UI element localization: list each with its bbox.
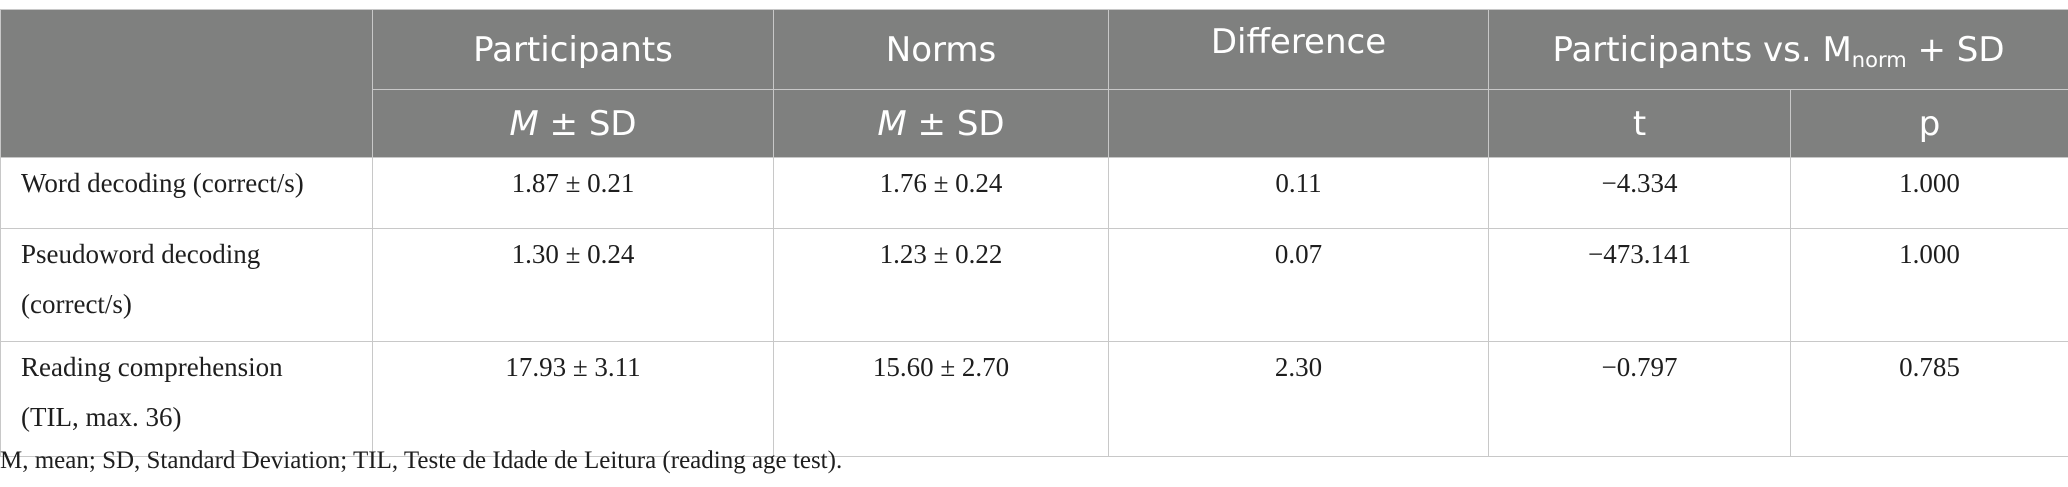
header-comparison: Participants vs. Mnorm + SD <box>1487 9 2068 90</box>
norms-cell: 1.23 ± 0.22 <box>773 228 1109 342</box>
table-row: Word decoding (correct/s) 1.87 ± 0.21 1.… <box>0 157 2068 229</box>
stat-sd-label: SD <box>588 103 637 144</box>
row-label: Word decoding (correct/s) <box>0 157 373 229</box>
stat-sd-label: SD <box>956 103 1005 144</box>
row-label-line1: Pseudoword decoding <box>21 239 261 269</box>
difference-cell: 0.07 <box>1108 228 1489 342</box>
header-row-1: Participants Norms Difference Participan… <box>0 9 2068 158</box>
table-row: Pseudoword decoding (correct/s) 1.30 ± 0.… <box>0 228 2068 342</box>
participants-cell: 1.30 ± 0.24 <box>372 228 774 342</box>
norms-cell: 1.76 ± 0.24 <box>773 157 1109 229</box>
header-norms: Norms <box>773 9 1109 90</box>
stat-pm-sign: ± <box>538 103 589 144</box>
norms-cell: 15.60 ± 2.70 <box>773 341 1109 457</box>
row-label: Reading comprehension (TIL, max. 36) <box>0 341 373 457</box>
stat-m-label: M <box>877 103 907 144</box>
t-cell: −4.334 <box>1488 157 1791 229</box>
t-cell: −0.797 <box>1488 341 1791 457</box>
results-table: Participants Norms Difference Participan… <box>0 9 2068 457</box>
row-label-line2: (correct/s) <box>21 289 132 319</box>
t-cell: −473.141 <box>1488 228 1791 342</box>
row-label-line1: Reading comprehension <box>21 352 283 382</box>
participants-cell: 17.93 ± 3.11 <box>372 341 774 457</box>
header-participants-stat: M ± SD <box>372 89 774 158</box>
table-footnote: M, mean; SD, Standard Deviation; TIL, Te… <box>0 447 843 474</box>
header-comparison-subscript: norm <box>1851 47 1907 72</box>
p-cell: 0.785 <box>1789 341 2068 457</box>
stat-m-label: M <box>509 103 539 144</box>
row-label-line2: (TIL, max. 36) <box>21 402 182 432</box>
header-empty-cell <box>0 9 373 158</box>
header-comparison-prefix: Participants vs. M <box>1552 29 1852 70</box>
difference-cell: 2.30 <box>1108 341 1489 457</box>
header-row-2: M ± SD M ± SD t p <box>1 89 2068 158</box>
header-p: p <box>1789 89 2068 158</box>
row-label-line1: Word decoding (correct/s) <box>21 168 304 198</box>
row-label: Pseudoword decoding (correct/s) <box>0 228 373 342</box>
p-cell: 1.000 <box>1789 157 2068 229</box>
stat-pm-sign: ± <box>906 103 957 144</box>
p-cell: 1.000 <box>1789 228 2068 342</box>
header-t: t <box>1488 89 1791 158</box>
header-difference: Difference <box>1108 9 1489 90</box>
header-comparison-suffix: + SD <box>1906 29 2005 70</box>
table-header: Participants Norms Difference Participan… <box>0 9 2068 158</box>
header-norms-stat: M ± SD <box>773 89 1109 158</box>
table-row: Reading comprehension (TIL, max. 36) 17.9… <box>0 341 2068 457</box>
difference-cell: 0.11 <box>1108 157 1489 229</box>
header-participants: Participants <box>372 9 774 90</box>
table-body: Word decoding (correct/s) 1.87 ± 0.21 1.… <box>0 157 2068 457</box>
header-difference-empty <box>1108 89 1489 158</box>
participants-cell: 1.87 ± 0.21 <box>372 157 774 229</box>
